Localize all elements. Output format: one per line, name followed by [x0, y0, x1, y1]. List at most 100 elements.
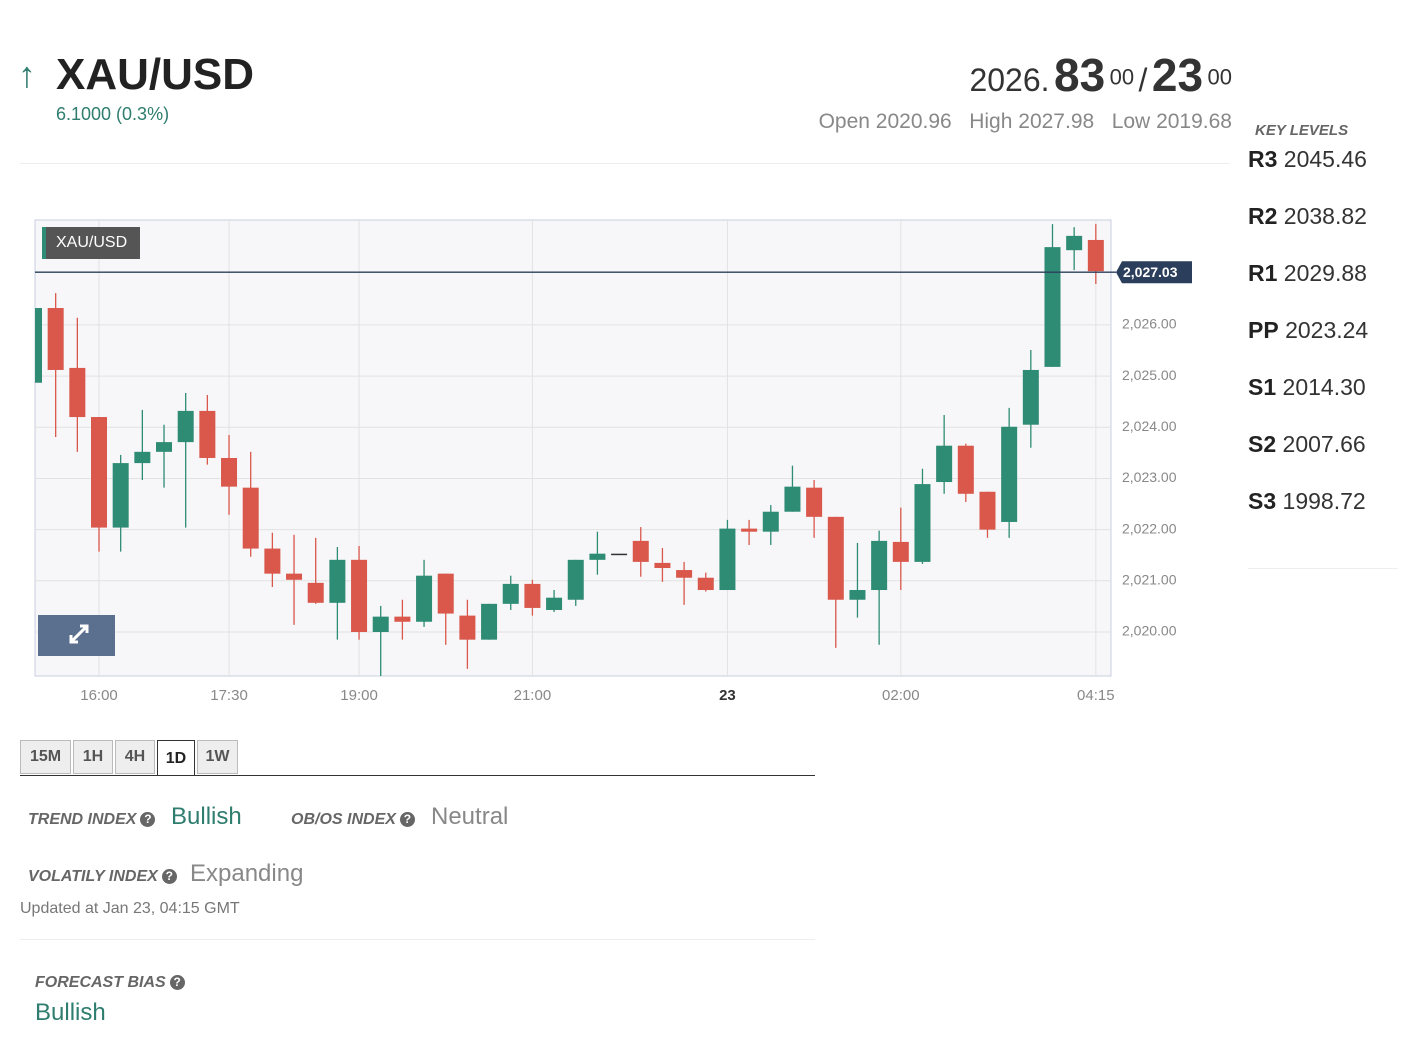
candle-body: [1044, 247, 1061, 367]
forecast-label-text: FORECAST BIAS: [35, 974, 166, 991]
candle-body: [936, 445, 953, 483]
candle-body: [372, 616, 389, 632]
candle-body: [979, 491, 996, 530]
open-label: Open: [818, 110, 870, 133]
ask-sup: 00: [1207, 64, 1232, 90]
updated: Updated at Jan 23, 04:15 GMT: [20, 900, 240, 917]
candle-body: [1001, 426, 1018, 522]
divider: [20, 163, 1230, 164]
x-tick-label: 23: [719, 687, 736, 704]
candle-body: [806, 487, 823, 517]
price-badge: [1116, 261, 1192, 284]
candle-body: [394, 616, 411, 622]
key-level: S1 2014.30: [1248, 374, 1366, 401]
candle-body: [69, 367, 86, 418]
candle-body: [914, 484, 931, 562]
candle-body: [351, 559, 368, 632]
candle-body: [611, 553, 628, 556]
candle-body: [329, 559, 346, 603]
key-level: R1 2029.88: [1248, 260, 1367, 287]
help-icon[interactable]: ?: [169, 975, 185, 990]
chart-title: XAU/USD: [56, 234, 127, 251]
low-label: Low: [1111, 110, 1151, 133]
divider: [1248, 568, 1398, 569]
candle-body: [632, 540, 649, 562]
timeframe-button[interactable]: 1W: [197, 740, 238, 774]
level-name: S3: [1248, 488, 1277, 514]
bid-main: 2026.: [969, 62, 1050, 98]
help-icon[interactable]: ?: [140, 812, 156, 827]
high-label: High: [969, 110, 1013, 133]
candle-body: [719, 528, 736, 591]
y-tick-label: 2,023.00: [1122, 469, 1177, 485]
candle-body: [654, 562, 671, 569]
candle-body: [242, 487, 259, 549]
x-tick-label: 19:00: [340, 687, 378, 704]
badge-accent: [42, 227, 46, 259]
candle-body: [264, 548, 281, 574]
y-tick-label: 2,022.00: [1122, 520, 1177, 536]
candle-body: [307, 582, 324, 603]
level-value: 1998.72: [1282, 488, 1366, 514]
candle-body: [134, 451, 151, 464]
level-name: R3: [1248, 146, 1278, 172]
y-tick-label: 2,025.00: [1122, 367, 1177, 383]
level-name: R1: [1248, 260, 1278, 286]
x-tick-label: 21:00: [514, 687, 552, 704]
chart: XAU/USD 2,020.00 2,021.00 2,022.00 2,023.00…: [34, 219, 1192, 704]
candle-body: [957, 445, 974, 494]
volatility-value: Expanding: [190, 860, 304, 887]
timeframe-button[interactable]: 1H: [73, 740, 113, 774]
key-level: S3 1998.72: [1248, 488, 1366, 515]
candle-body: [1087, 239, 1104, 272]
candle-body: [177, 410, 194, 443]
candle-body: [589, 553, 606, 560]
help-icon[interactable]: ?: [161, 869, 177, 884]
chart-badge: [42, 227, 140, 259]
candle-body: [676, 570, 693, 578]
y-tick-label: 2,021.00: [1122, 572, 1177, 588]
candle-body: [546, 597, 563, 610]
level-name: S2: [1248, 431, 1277, 457]
help-icon[interactable]: ?: [399, 812, 415, 827]
x-tick-label: 04:15: [1077, 687, 1115, 704]
candle-body: [741, 528, 758, 532]
quote: 2026. 83 00 / 23 00: [969, 48, 1232, 102]
candle-body: [199, 410, 216, 458]
candle-body: [112, 463, 129, 528]
candle-body: [459, 615, 476, 640]
volatility-label: VOLATILY INDEX?: [28, 868, 177, 886]
candle-body: [1066, 235, 1083, 251]
candle-body: [784, 486, 801, 512]
tabs-line: [20, 775, 815, 776]
candle-body: [871, 540, 888, 591]
expand-button[interactable]: [38, 615, 115, 656]
high-value: 2027.98: [1018, 110, 1095, 133]
y-tick-label: 2,024.00: [1122, 418, 1177, 434]
timeframe-button[interactable]: 4H: [115, 740, 155, 774]
key-level: PP 2023.24: [1248, 317, 1368, 344]
candle-body: [156, 442, 173, 452]
divider: [20, 939, 815, 940]
candle-body: [437, 573, 454, 614]
timeframe-button[interactable]: 1D: [157, 740, 195, 776]
x-tick-label: 16:00: [80, 687, 118, 704]
key-levels-title: KEY LEVELS: [1255, 122, 1349, 139]
level-name: S1: [1248, 374, 1277, 400]
forecast-value: Bullish: [35, 999, 106, 1026]
key-level: R2 2038.82: [1248, 203, 1367, 230]
candle-body: [892, 541, 909, 562]
trend-label-text: TREND INDEX: [28, 811, 137, 828]
timeframe-button[interactable]: 15M: [20, 740, 71, 774]
obos-value: Neutral: [431, 803, 509, 830]
forecast-label: FORECAST BIAS?: [35, 974, 185, 992]
key-level: R3 2045.46: [1248, 146, 1367, 173]
x-tick-label: 02:00: [882, 687, 920, 704]
volatility-label-text: VOLATILY INDEX: [28, 868, 158, 885]
symbol: XAU/USD: [56, 50, 255, 99]
candle-body: [524, 583, 541, 608]
bid-sup: 00: [1109, 64, 1135, 90]
candle-body: [91, 417, 108, 528]
candle-body: [849, 590, 866, 600]
